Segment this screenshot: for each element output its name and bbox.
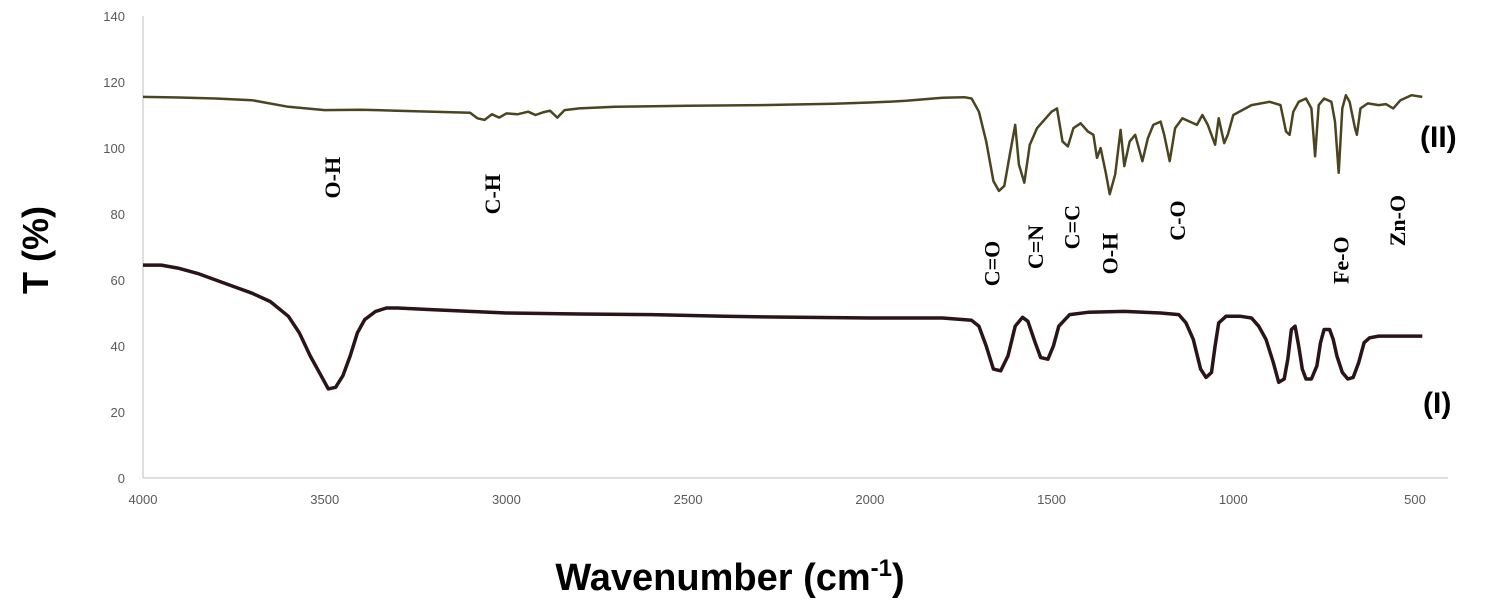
y-tick-label: 100 bbox=[103, 141, 125, 156]
x-tick-label: 1500 bbox=[1037, 492, 1066, 507]
x-tick-label: 3000 bbox=[492, 492, 521, 507]
series-line-ii bbox=[142, 93, 1423, 196]
y-tick-label: 40 bbox=[111, 339, 125, 354]
x-tick-labels: 4000 3500 3000 2500 2000 1500 1000 500 bbox=[129, 492, 1426, 507]
x-axis-title-close: ) bbox=[892, 557, 905, 599]
x-tick-label: 1000 bbox=[1219, 492, 1248, 507]
y-tick-label: 20 bbox=[111, 405, 125, 420]
band-label: C=C bbox=[1060, 205, 1085, 249]
x-tick-label: 3500 bbox=[310, 492, 339, 507]
series-line-i bbox=[143, 263, 1423, 391]
band-label: O-H bbox=[1098, 233, 1123, 275]
y-tick-label: 80 bbox=[111, 207, 125, 222]
y-tick-label: 120 bbox=[103, 75, 125, 90]
band-label: C-H bbox=[480, 174, 505, 214]
band-label: C-O bbox=[1165, 200, 1190, 240]
y-tick-label: 140 bbox=[103, 9, 125, 24]
chart-axes bbox=[142, 16, 1448, 479]
x-axis-title: Wavenumber (cm-1) bbox=[555, 555, 904, 599]
band-annotations: O-H C-H C=O C=N C=C O-H C-O Fe-O Zn-O bbox=[320, 157, 1410, 286]
band-label: O-H bbox=[320, 157, 345, 199]
band-label: Zn-O bbox=[1385, 195, 1410, 246]
x-axis-title-superscript: -1 bbox=[871, 555, 892, 582]
series-label-ii: (II) bbox=[1420, 121, 1457, 154]
y-axis-title: T (%) bbox=[15, 206, 56, 294]
band-label: Fe-O bbox=[1329, 236, 1354, 284]
y-tick-label: 0 bbox=[118, 471, 125, 486]
series-layer bbox=[142, 93, 1423, 391]
x-tick-label: 2000 bbox=[855, 492, 884, 507]
x-axis-title-text: Wavenumber (cm bbox=[555, 557, 870, 599]
y-tick-label: 60 bbox=[111, 273, 125, 288]
y-tick-labels: 0 20 40 60 80 100 120 140 bbox=[103, 9, 125, 486]
band-label: C=O bbox=[980, 241, 1005, 287]
x-tick-label: 500 bbox=[1404, 492, 1426, 507]
series-label-i: (I) bbox=[1423, 387, 1451, 420]
band-label: C=N bbox=[1023, 225, 1048, 269]
x-tick-label: 4000 bbox=[129, 492, 158, 507]
x-tick-label: 2500 bbox=[674, 492, 703, 507]
